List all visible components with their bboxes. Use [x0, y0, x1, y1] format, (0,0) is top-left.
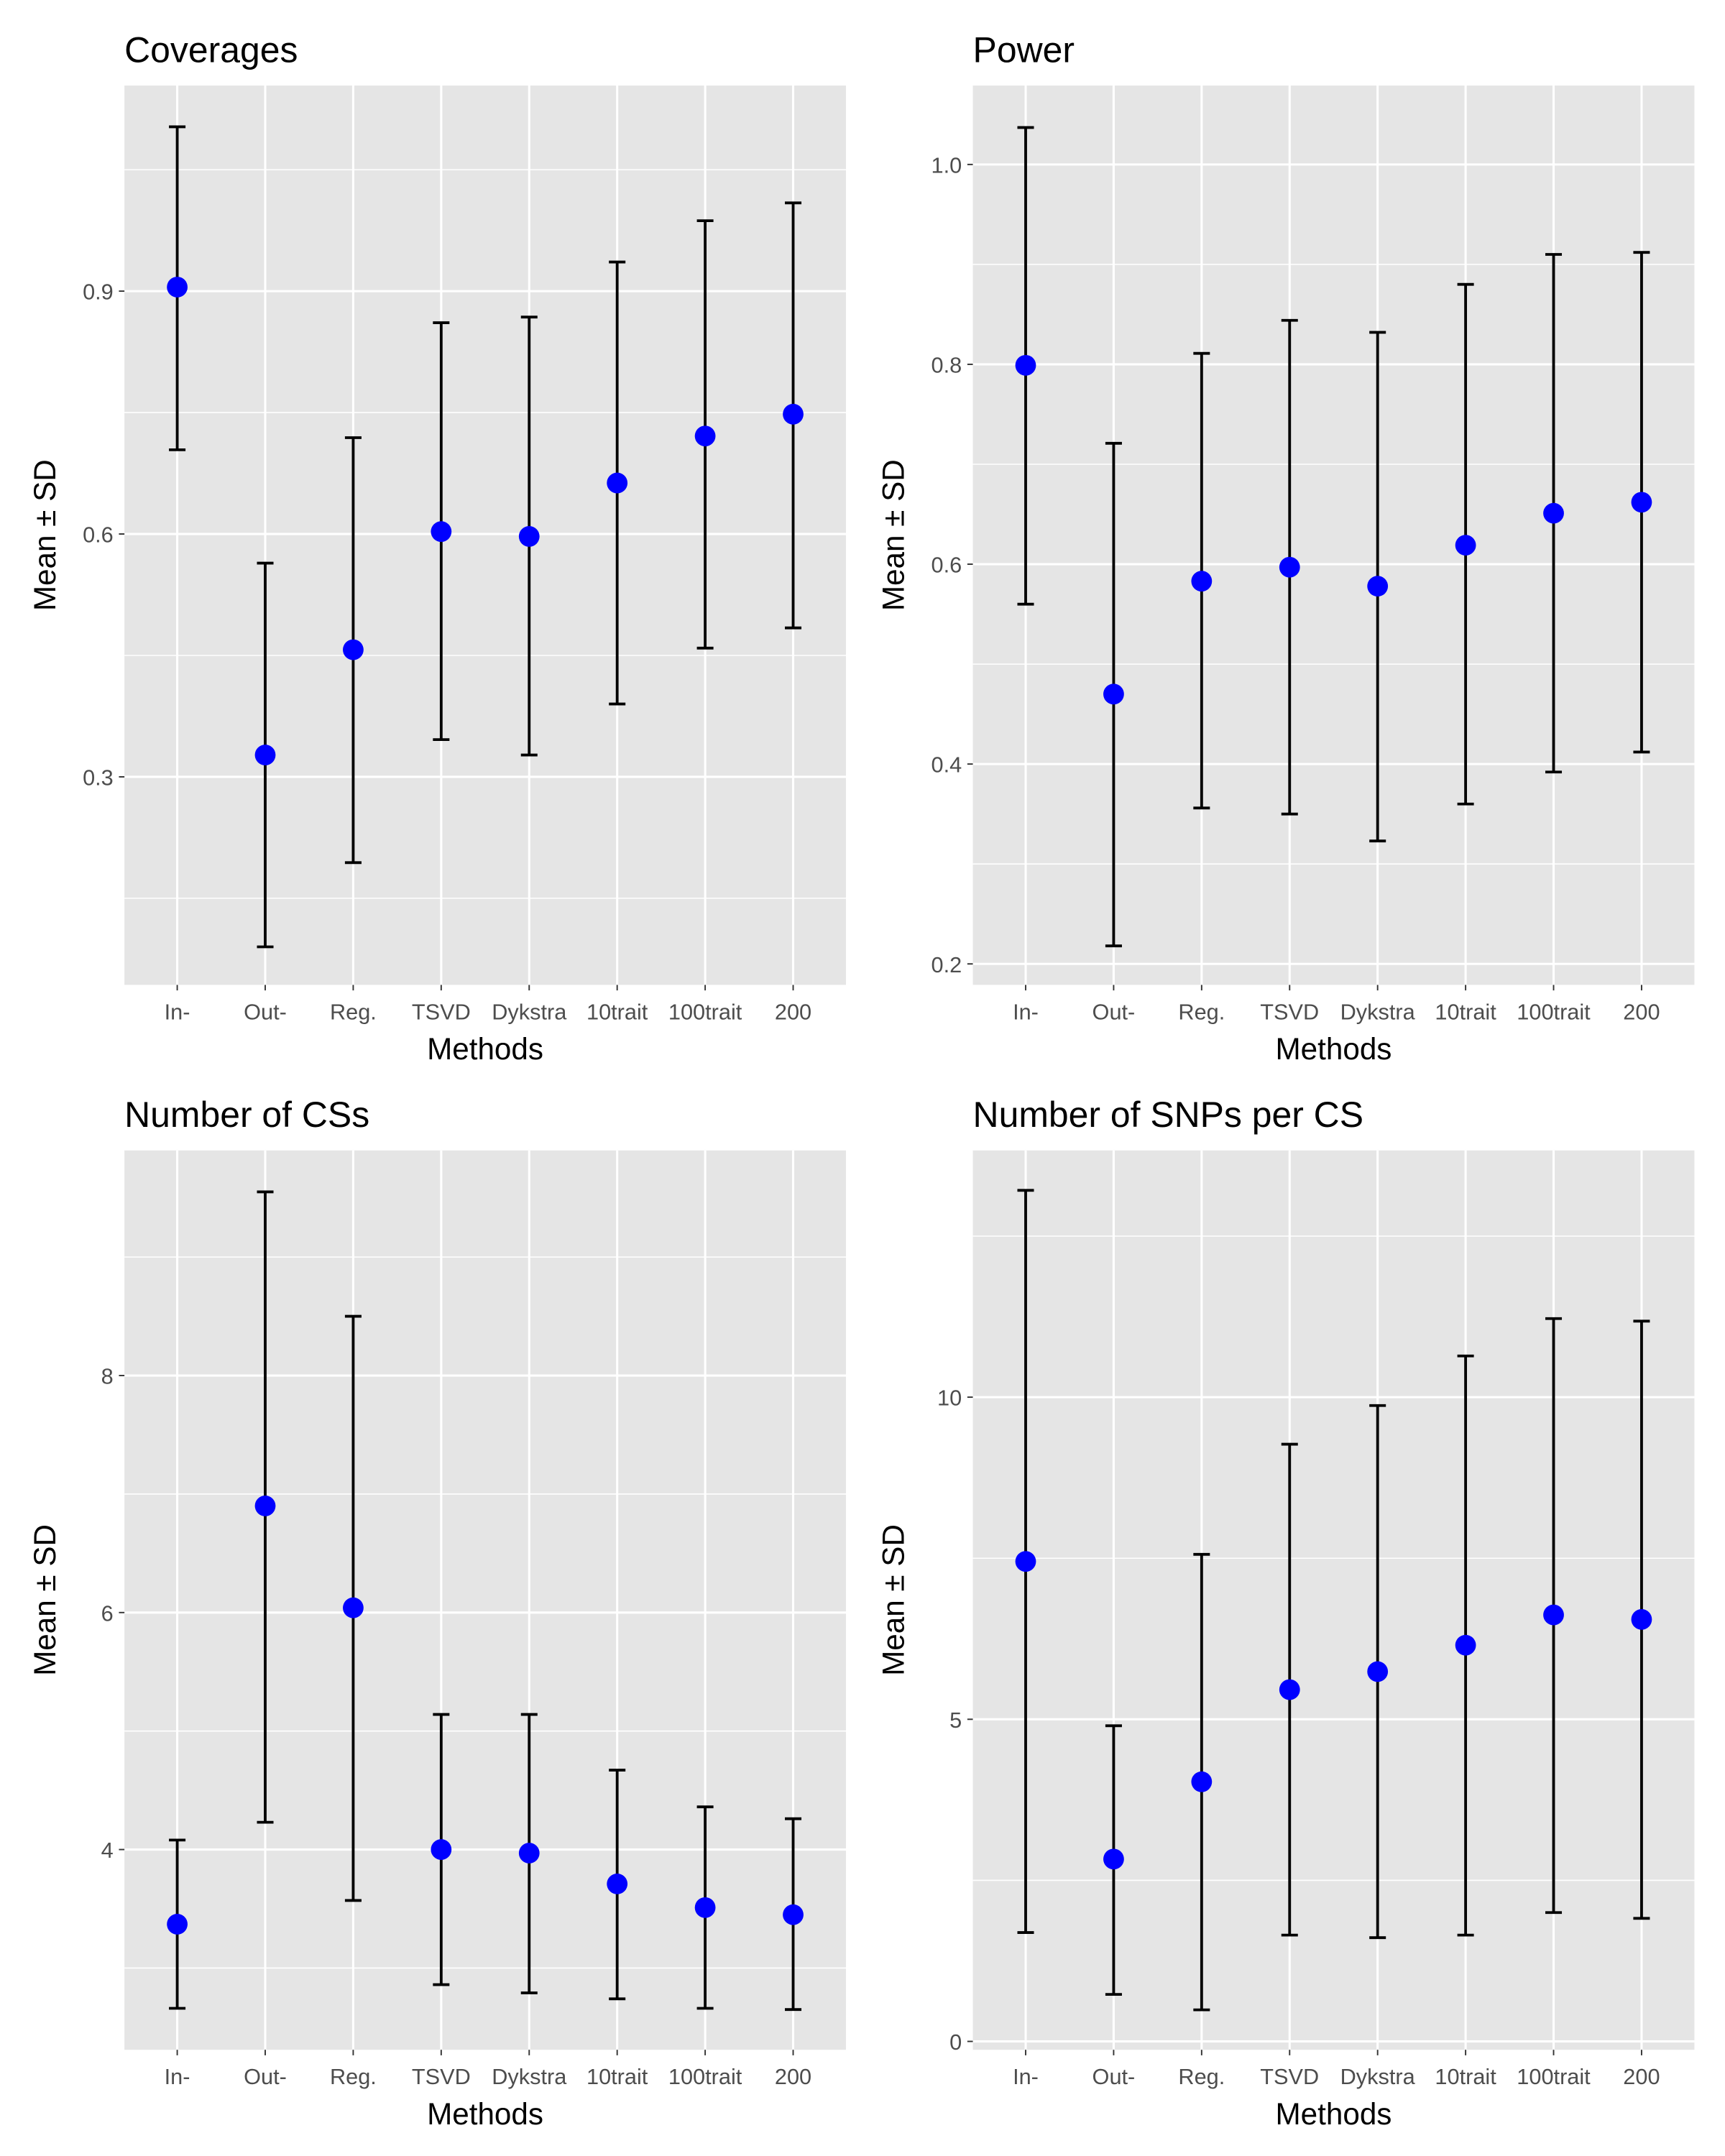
- x-tick-label: TSVD: [1260, 2064, 1319, 2089]
- x-tick-label: 10trait: [586, 999, 648, 1024]
- mean-point: [607, 1873, 628, 1894]
- mean-point: [343, 1597, 364, 1618]
- x-tick-label: 100trait: [1517, 999, 1591, 1024]
- x-tick-label: TSVD: [1260, 999, 1319, 1024]
- x-tick-label: Reg.: [330, 999, 377, 1024]
- panel-snps-per-cs: Number of SNPs per CS 0 5 10 In- Out- Reg. TSV…: [877, 1095, 1695, 2131]
- mean-point: [1279, 556, 1300, 578]
- x-axis-title: Methods: [1276, 1032, 1392, 1066]
- x-tick-label: Out-: [1092, 2064, 1136, 2089]
- mean-point: [167, 277, 188, 298]
- plot-area: [124, 1150, 846, 2050]
- mean-point: [783, 403, 804, 425]
- y-tick-label: 1.0: [932, 152, 962, 178]
- mean-point: [431, 521, 452, 543]
- y-tick-label: 0.3: [83, 765, 114, 790]
- y-tick-label: 0.8: [932, 352, 962, 377]
- x-tick-label: 10trait: [1435, 999, 1496, 1024]
- panel-number-of-css: Number of CSs 4 6 8 In- Out- Reg. TSVD Dykstra 1…: [28, 1095, 846, 2131]
- x-tick-label: In-: [1013, 2064, 1039, 2089]
- mean-point: [1015, 354, 1036, 376]
- mean-point: [694, 1897, 716, 1918]
- mean-point: [254, 745, 276, 765]
- x-tick-label: Reg.: [330, 2064, 377, 2089]
- mean-point: [694, 425, 716, 447]
- y-tick-label: 0: [949, 2030, 962, 2055]
- mean-point: [343, 639, 364, 660]
- x-tick-label: Dykstra: [492, 999, 567, 1024]
- mean-point: [1367, 576, 1389, 597]
- x-tick-label: 10trait: [586, 2064, 648, 2089]
- mean-point: [518, 1843, 540, 1864]
- mean-point: [1631, 492, 1652, 513]
- panel-title: Power: [973, 29, 1075, 70]
- x-tick-label: Reg.: [1178, 999, 1225, 1024]
- mean-point: [1367, 1661, 1389, 1682]
- y-tick-label: 0.6: [932, 553, 962, 578]
- x-tick-label: Dykstra: [1340, 999, 1416, 1024]
- y-axis-title: Mean ± SD: [877, 459, 911, 611]
- mean-point: [1279, 1679, 1300, 1700]
- mean-point: [1455, 1634, 1476, 1656]
- x-axis-title: Methods: [1276, 2097, 1392, 2131]
- x-tick-label: In-: [165, 999, 190, 1024]
- x-tick-label: Out-: [1092, 999, 1136, 1024]
- x-axis-title: Methods: [427, 1032, 543, 1066]
- mean-point: [1103, 683, 1124, 705]
- panel-title: Coverages: [124, 29, 298, 70]
- mean-point: [1191, 571, 1213, 592]
- x-tick-label: TSVD: [412, 2064, 471, 2089]
- x-tick-label: Dykstra: [1340, 2064, 1416, 2089]
- panel-title: Number of CSs: [124, 1095, 369, 1135]
- panel-coverages: Coverages 0.3 0.6 0.9 In- Out- Reg. TSVD Dykstr…: [28, 29, 846, 1066]
- x-tick-label: 10trait: [1435, 2064, 1496, 2089]
- y-tick-label: 6: [101, 1600, 114, 1626]
- y-axis-title: Mean ± SD: [877, 1524, 911, 1676]
- y-tick-label: 8: [101, 1364, 114, 1389]
- mean-point: [1191, 1771, 1213, 1792]
- plot-area: [972, 86, 1695, 985]
- x-tick-label: 200: [1623, 2064, 1660, 2089]
- x-tick-label: TSVD: [412, 999, 471, 1024]
- y-tick-label: 0.9: [83, 280, 114, 305]
- x-tick-label: Out-: [244, 999, 287, 1024]
- mean-point: [607, 472, 628, 494]
- y-tick-label: 0.6: [83, 522, 114, 548]
- x-tick-label: In-: [1013, 999, 1039, 1024]
- panel-title: Number of SNPs per CS: [973, 1095, 1363, 1135]
- mean-point: [254, 1496, 276, 1516]
- panel-power: Power 0.2 0.4 0.6 0.8 1.0 In- Out- Reg. TSVD Dyks…: [877, 29, 1695, 1066]
- mean-point: [431, 1839, 452, 1860]
- mean-point: [783, 1904, 804, 1925]
- x-tick-label: 100trait: [668, 999, 742, 1024]
- x-tick-label: 100trait: [1517, 2064, 1591, 2089]
- y-tick-label: 0.4: [932, 752, 962, 778]
- y-tick-label: 5: [949, 1708, 962, 1733]
- x-tick-label: In-: [165, 2064, 190, 2089]
- mean-point: [518, 526, 540, 547]
- x-tick-label: 200: [1623, 999, 1660, 1024]
- mean-point: [1631, 1608, 1652, 1630]
- x-tick-label: Reg.: [1178, 2064, 1225, 2089]
- x-tick-label: 200: [775, 999, 811, 1024]
- x-axis-title: Methods: [427, 2097, 543, 2131]
- y-axis-title: Mean ± SD: [28, 459, 62, 611]
- plot-area: [124, 86, 846, 985]
- mean-point: [1015, 1551, 1036, 1572]
- mean-point: [1543, 1604, 1564, 1626]
- plot-area: [972, 1150, 1695, 2050]
- y-tick-label: 4: [101, 1838, 114, 1863]
- x-tick-label: Dykstra: [492, 2064, 567, 2089]
- x-tick-label: 200: [775, 2064, 811, 2089]
- mean-point: [167, 1914, 188, 1935]
- x-tick-label: 100trait: [668, 2064, 742, 2089]
- y-tick-label: 10: [937, 1386, 962, 1411]
- mean-point: [1543, 502, 1564, 524]
- x-tick-label: Out-: [244, 2064, 287, 2089]
- y-tick-label: 0.2: [932, 952, 962, 977]
- mean-point: [1455, 535, 1476, 556]
- mean-point: [1103, 1848, 1124, 1870]
- y-axis-title: Mean ± SD: [28, 1524, 62, 1676]
